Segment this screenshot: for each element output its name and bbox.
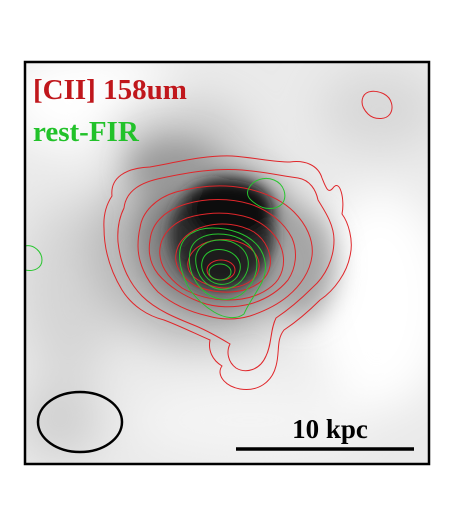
cii-label: [CII] 158um bbox=[33, 74, 187, 106]
scale-bar-label: 10 kpc bbox=[292, 414, 368, 444]
grayscale-emission-map bbox=[0, 50, 450, 464]
fir-label: rest-FIR bbox=[33, 116, 140, 148]
